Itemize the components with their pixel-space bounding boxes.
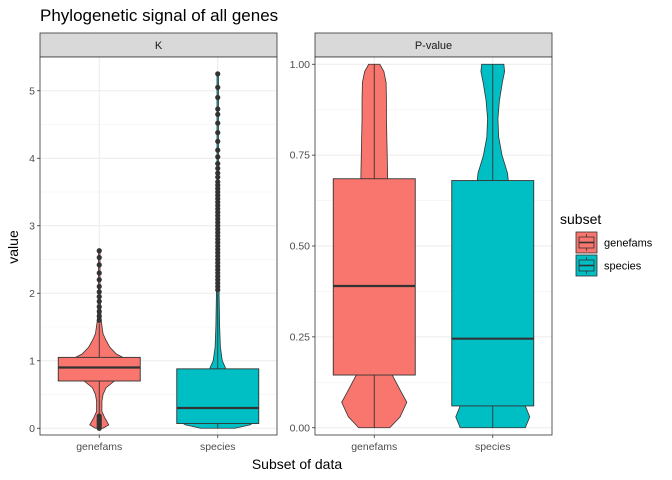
strip-label: P-value [415, 40, 452, 52]
panel-border [314, 56, 553, 436]
outlier-point [96, 283, 102, 290]
group-species [176, 71, 260, 429]
outlier-point [96, 298, 102, 304]
y-tick-label: 2 [29, 288, 35, 300]
outlier-point [96, 425, 102, 431]
panel-p-value: P-value 0.00 0.25 0.50 0.75 1.00 genefams speci… [290, 32, 553, 453]
y-tick-label: 0.50 [290, 241, 311, 253]
y-tick-label: 0.75 [290, 150, 311, 162]
outlier-point [96, 317, 102, 323]
chart-title: Phylogenetic signal of all genes [40, 6, 278, 25]
outlier-point [96, 308, 102, 315]
facet-panels: K 0 1 2 3 4 5 genefams species P-value 0.00 0.25 0.5… [29, 32, 553, 453]
outlier-point [96, 304, 102, 310]
group-genefams [57, 248, 141, 431]
y-tick-label: 0 [29, 423, 35, 435]
legend-key-species: species [575, 254, 642, 277]
panel-border [39, 56, 278, 436]
outlier-point [215, 71, 221, 77]
y-tick-label: 3 [29, 220, 35, 232]
outlier-point [215, 94, 221, 101]
x-tick-label: species [475, 441, 511, 453]
outlier-point [215, 165, 221, 171]
strip-background [39, 32, 278, 58]
outlier-point [215, 130, 221, 136]
y-tick-label: 5 [29, 85, 35, 97]
box-species [176, 368, 260, 424]
outlier-point [96, 313, 102, 319]
outlier-point [96, 262, 102, 268]
outlier-point [96, 270, 102, 276]
y-tick-label: 4 [29, 153, 35, 165]
legend-key-genefams: genefams [575, 231, 653, 254]
outlier-point [215, 147, 221, 153]
legend-label: genefams [604, 238, 653, 250]
y-tick-label: 0.25 [290, 331, 311, 343]
outlier-point [96, 277, 102, 283]
outlier-point [215, 154, 221, 160]
x-axis-title: Subset of data [252, 456, 343, 472]
outlier-point [215, 106, 221, 112]
outlier-point [96, 289, 102, 295]
box-genefams [332, 178, 416, 376]
box-species [451, 180, 535, 407]
outlier-point [96, 294, 102, 300]
y-tick-label: 1 [29, 355, 35, 367]
outlier-point [96, 248, 102, 254]
strip-label: K [155, 40, 163, 52]
group-species [451, 63, 535, 429]
outlier-point [96, 254, 102, 261]
x-tick-label: species [200, 441, 236, 453]
outlier-point [215, 84, 221, 90]
legend: subset genefams species [560, 211, 653, 277]
panel-k: K 0 1 2 3 4 5 genefams species [29, 32, 278, 453]
box-genefams [57, 356, 141, 382]
group-genefams [332, 63, 416, 429]
x-tick-label: genefams [351, 441, 397, 453]
legend-title: subset [560, 211, 601, 227]
outlier-point [215, 170, 221, 176]
x-tick-label: genefams [76, 441, 122, 453]
outlier-point [215, 174, 221, 180]
legend-label: species [604, 261, 642, 273]
y-tick-label: 0.00 [290, 422, 311, 434]
y-tick-label: 1.00 [290, 59, 311, 71]
outlier-point [215, 138, 221, 144]
outlier-point [215, 120, 221, 126]
y-axis-title: value [5, 230, 21, 264]
outlier-point [215, 161, 221, 167]
outlier-point [215, 111, 221, 117]
outlier-point [215, 287, 221, 293]
